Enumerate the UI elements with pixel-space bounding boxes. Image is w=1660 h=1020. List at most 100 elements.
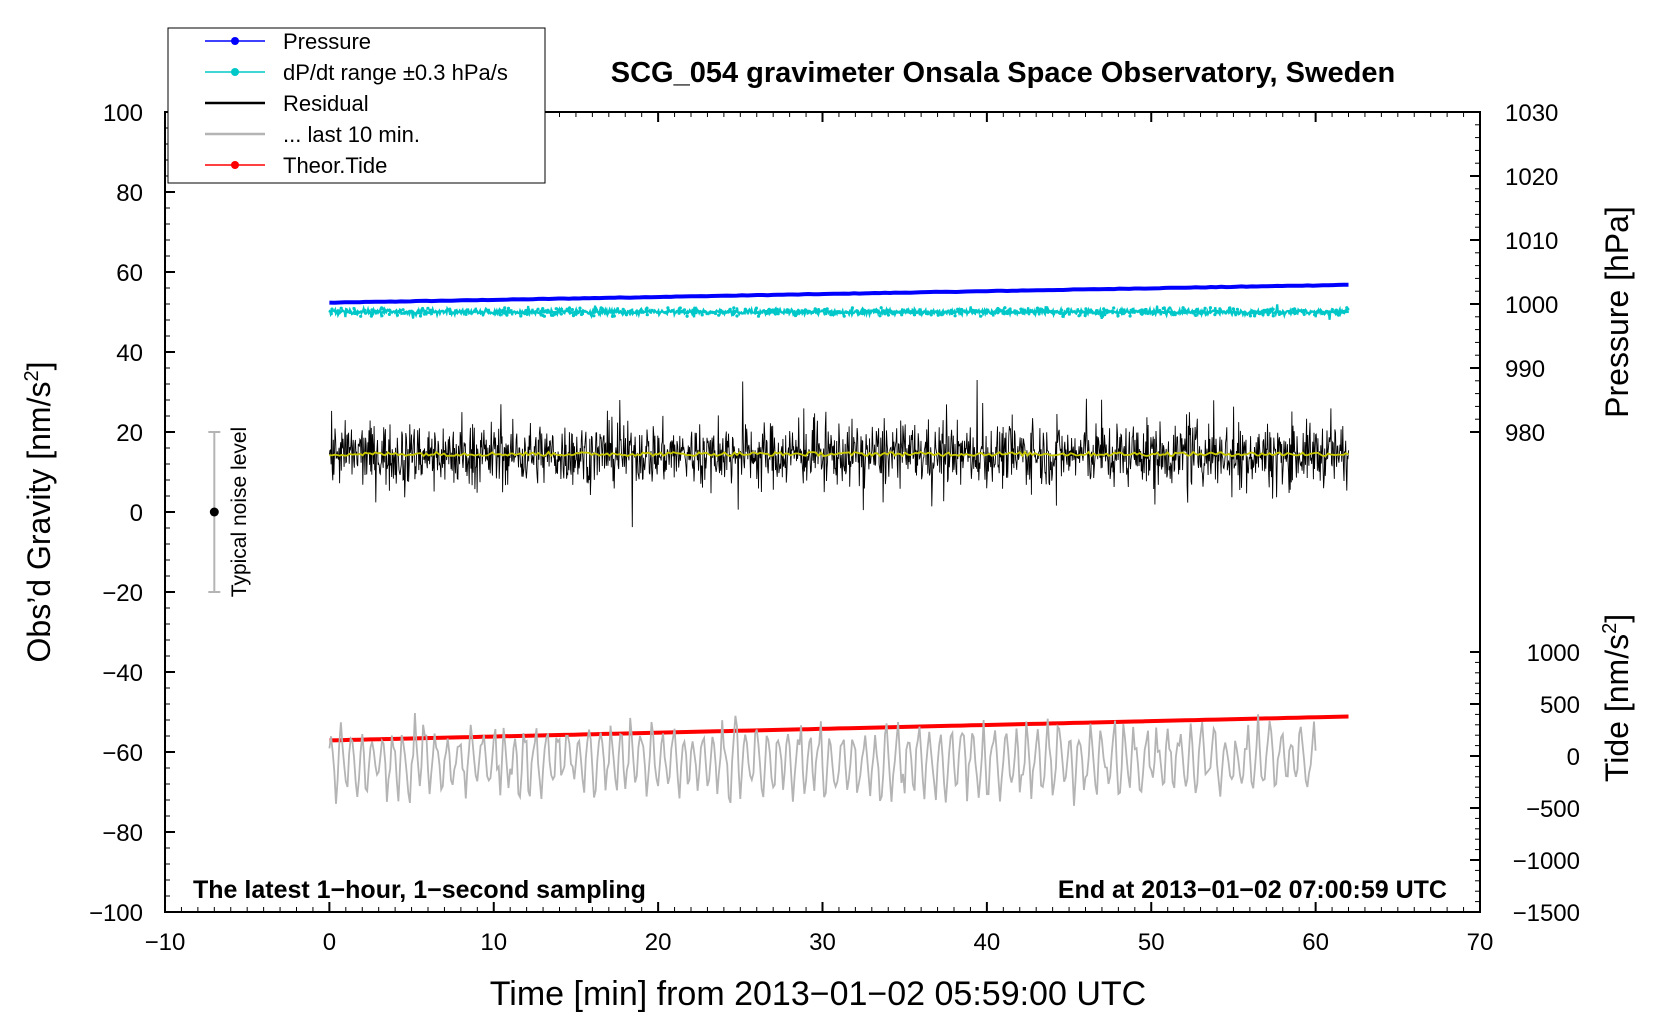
dpdt-point [1341,309,1345,314]
dpdt-point [609,309,613,313]
dpdt-point [641,310,645,314]
dpdt-point [1271,307,1275,311]
y-axis-label-left: Obs’d Gravity [nm/s2] [21,362,57,663]
dpdt-point [554,307,558,311]
pressure-tick-label: 1000 [1505,292,1558,319]
x-tick-label: 70 [1467,929,1494,956]
dpdt-point [645,313,649,317]
last-10-min-series [328,712,1317,806]
dpdt-point [337,309,341,313]
dpdt-point [541,313,545,317]
dpdt-point [539,310,543,314]
dpdt-point [743,307,747,311]
dpdt-point [1029,309,1033,313]
dpdt-point [670,309,674,313]
dpdt-point [630,311,634,315]
dpdt-point [685,314,689,318]
dpdt-point [891,311,896,315]
dpdt-point [666,306,670,310]
dpdt-point [1077,314,1081,318]
dpdt-point [912,313,917,317]
y-axis-label-tide-text: Tide [nm/s [1599,634,1635,782]
y-tick-label: −100 [89,900,143,927]
pressure-tick-label: 1030 [1505,100,1558,127]
dpdt-point [1260,310,1264,314]
pressure-tick-label: 990 [1505,356,1545,383]
dpdt-point [420,308,424,312]
tide-tick-label: 1000 [1527,640,1580,667]
dpdt-point [885,308,890,312]
dpdt-point [359,314,363,318]
y-tick-label: 40 [116,340,143,367]
dpdt-point [1278,310,1282,314]
y-axis-label-left-end: ] [21,362,57,371]
y-axis-label-left-sup: 2 [21,370,43,381]
dpdt-point [579,312,584,317]
dpdt-point [845,310,849,314]
dpdt-point [1035,306,1040,310]
dpdt-point [594,308,599,312]
x-tick-label: 40 [974,929,1001,956]
dpdt-point [698,310,702,314]
pressure-tick-label: 1020 [1505,164,1558,191]
dpdt-point [773,312,778,316]
dpdt-point [1302,312,1306,316]
dpdt-point [1248,314,1252,318]
dpdt-point [1271,314,1275,318]
legend-label: dP/dt range ±0.3 hPa/s [283,60,508,85]
dpdt-point [592,314,596,318]
dpdt-point [1235,307,1239,311]
dpdt-point [370,308,374,312]
dpdt-point [1094,309,1099,313]
dpdt-point [1019,307,1023,311]
dpdt-point [1050,309,1054,313]
dpdt-point [1242,311,1246,316]
dpdt-point [403,311,407,315]
y-axis-label-pressure: Pressure [hPa] [1599,206,1635,418]
dpdt-point [1080,310,1084,314]
dpdt-point [380,314,384,318]
legend-label: ... last 10 min. [283,122,420,147]
dpdt-point [666,309,670,313]
dpdt-point [956,307,960,311]
dpdt-point [886,313,891,317]
legend-items: Pressure dP/dt range ±0.3 hPa/s Residual..… [205,29,508,178]
dpdt-point [850,306,855,310]
tick-labels: −10 0 10 20 30 40 50 60 70−100−80−60−40−20020406… [89,100,1580,956]
dpdt-point [401,308,405,312]
dpdt-point [605,310,609,314]
dpdt-point [574,312,578,316]
legend: Pressure dP/dt range ±0.3 hPa/s Residual..… [167,27,546,184]
y-tick-label: 80 [116,180,143,207]
dpdt-point [965,310,969,314]
dpdt-point [898,310,902,315]
dpdt-point [546,308,550,312]
y-tick-label: 0 [130,500,143,527]
dpdt-point [1121,312,1125,316]
dpdt-point [1151,311,1156,315]
dpdt-point [448,307,452,311]
tick-marks [164,111,1481,913]
dpdt-point [979,314,983,318]
pressure-series [329,282,1349,305]
dpdt-point [710,310,714,314]
dpdt-point [1315,310,1319,314]
dpdt-point [768,311,772,315]
dpdt-point [941,310,945,314]
dpdt-point [713,311,718,316]
dpdt-point [700,313,704,317]
tide-tick-label: −1000 [1513,848,1580,875]
dpdt-point [1059,308,1063,312]
dpdt-point [1156,309,1160,313]
legend-label: Residual [283,91,369,116]
dpdt-point [959,312,963,316]
dpdt-point [767,307,771,311]
dpdt-point [705,312,709,316]
dpdt-point [1293,307,1297,312]
dpdt-point [1002,312,1006,316]
dpdt-point [503,310,507,314]
dpdt-point [936,311,940,315]
dpdt-point [1052,312,1056,316]
dpdt-point [418,314,423,318]
dpdt-point [756,314,761,318]
